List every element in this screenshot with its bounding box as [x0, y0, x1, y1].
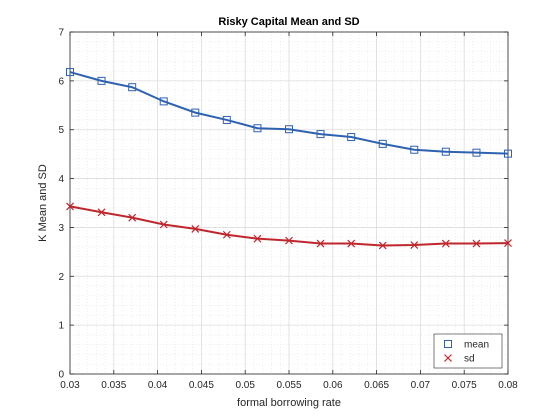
- legend-label-mean: mean: [464, 340, 489, 351]
- y-tick-label: 6: [58, 76, 64, 87]
- x-tick-label: 0.035: [101, 380, 126, 391]
- x-tick-label: 0.04: [148, 380, 168, 391]
- y-tick-label: 1: [58, 321, 64, 332]
- x-tick-label: 0.045: [189, 380, 214, 391]
- x-tick-label: 0.05: [235, 380, 255, 391]
- chart-title: Risky Capital Mean and SD: [218, 16, 359, 28]
- y-tick-label: 7: [58, 28, 64, 39]
- x-tick-label: 0.08: [498, 380, 518, 391]
- x-tick-label: 0.07: [411, 380, 431, 391]
- x-tick-label: 0.06: [323, 380, 343, 391]
- x-tick-label: 0.065: [364, 380, 389, 391]
- x-tick-label: 0.055: [276, 380, 301, 391]
- y-axis-label: K Mean and SD: [37, 164, 49, 242]
- y-tick-label: 2: [58, 272, 64, 283]
- y-tick-label: 4: [58, 174, 64, 185]
- x-tick-label: 0.075: [452, 380, 477, 391]
- x-tick-label: 0.03: [60, 380, 80, 391]
- y-tick-label: 3: [58, 223, 64, 234]
- x-axis-label: formal borrowing rate: [237, 397, 341, 409]
- y-tick-label: 5: [58, 125, 64, 136]
- y-tick-label: 0: [58, 370, 64, 381]
- legend: mean sd: [434, 334, 502, 368]
- legend-label-sd: sd: [464, 354, 475, 365]
